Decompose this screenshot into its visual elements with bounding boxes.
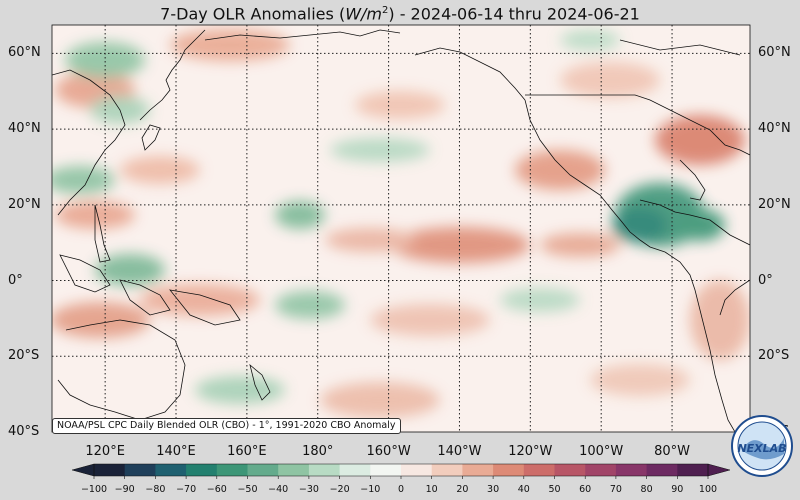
lon-label: 120°W xyxy=(508,444,553,459)
lon-label: 100°W xyxy=(579,444,624,459)
colorbar-segment xyxy=(370,464,402,476)
lat-label-left: 40°N xyxy=(8,121,41,137)
colorbar-tick-label: −10 xyxy=(360,484,381,495)
colorbar-segment xyxy=(677,464,709,476)
map-title: 7-Day OLR Anomalies (W/m2) - 2024-06-14 … xyxy=(160,4,640,24)
colorbar-tick-label: 40 xyxy=(517,484,530,495)
colorbar-tick-label: 90 xyxy=(671,484,684,495)
colorbar-segment xyxy=(155,464,187,476)
lat-label-left: 20°N xyxy=(8,196,41,212)
colorbar-segment xyxy=(554,464,586,476)
colorbar-segment xyxy=(308,464,341,476)
colorbar-tick-label: −70 xyxy=(176,484,197,495)
colorbar xyxy=(71,463,731,479)
lat-label-right: 0° xyxy=(758,272,773,288)
colorbar-tick-label: 30 xyxy=(487,484,500,495)
colorbar-tick-label: 50 xyxy=(548,484,561,495)
colorbar-tick-label: −50 xyxy=(237,484,258,495)
colorbar-max-extension xyxy=(707,463,731,477)
colorbar-segment xyxy=(646,464,678,476)
colorbar-segment xyxy=(401,464,433,476)
lon-label: 180° xyxy=(302,444,334,459)
colorbar-segment xyxy=(431,464,463,476)
colorbar-tick-label: −30 xyxy=(298,484,319,495)
credit-label: NOAA/PSL CPC Daily Blended OLR (CBO) - 1… xyxy=(52,418,401,434)
colorbar-segment xyxy=(94,464,126,476)
lat-label-left: 60°N xyxy=(8,45,41,61)
lat-label-right: 20°N xyxy=(758,196,791,212)
lat-label-left: 0° xyxy=(8,272,23,288)
colorbar-tick-label: 10 xyxy=(425,484,438,495)
colorbar-tick-label: −100 xyxy=(80,484,108,495)
lat-label-right: 60°N xyxy=(758,45,791,61)
colorbar-tick-label: 20 xyxy=(456,484,469,495)
colorbar-tick-label: 60 xyxy=(579,484,592,495)
lon-label: 80°W xyxy=(654,444,690,459)
lon-label: 140°W xyxy=(437,444,482,459)
colorbar-segment xyxy=(124,464,156,476)
colorbar-tick-label: −20 xyxy=(329,484,350,495)
colorbar-tick-label: −80 xyxy=(145,484,166,495)
colorbar-segment xyxy=(339,464,371,476)
colorbar-tick-label: −40 xyxy=(268,484,289,495)
colorbar-tick-label: −60 xyxy=(206,484,227,495)
nexlab-logo: NEXLAB xyxy=(731,415,793,477)
colorbar-segment xyxy=(186,464,218,476)
lat-label-left: 40°S xyxy=(8,424,40,439)
colorbar-segment xyxy=(462,464,494,476)
colorbar-tick-label: 80 xyxy=(640,484,653,495)
logo-text: NEXLAB xyxy=(737,442,786,455)
lon-label: 140°E xyxy=(156,444,196,459)
anomaly-field xyxy=(52,29,750,418)
colorbar-min-extension xyxy=(71,463,95,477)
colorbar-tick-label: 100 xyxy=(698,484,718,495)
colorbar-segment xyxy=(523,464,555,476)
lon-label: 160°W xyxy=(366,444,411,459)
colorbar-tick-label: 0 xyxy=(397,484,405,495)
lat-label-right: 40°N xyxy=(758,121,791,137)
colorbar-segment xyxy=(585,464,617,476)
colorbar-segment xyxy=(493,464,525,476)
graticule xyxy=(52,25,750,432)
map-frame xyxy=(51,24,751,433)
colorbar-tick-label: 70 xyxy=(609,484,622,495)
lat-label-right: 20°S xyxy=(758,348,790,364)
colorbar-segment xyxy=(615,464,648,476)
colorbar-segment xyxy=(278,464,310,476)
lat-label-left: 20°S xyxy=(8,348,40,364)
colorbar-segment xyxy=(247,464,279,476)
colorbar-tick-label: −90 xyxy=(114,484,135,495)
colorbar-segment xyxy=(216,464,248,476)
coastlines xyxy=(52,29,750,432)
lon-label: 120°E xyxy=(85,444,125,459)
lon-label: 160°E xyxy=(227,444,267,459)
